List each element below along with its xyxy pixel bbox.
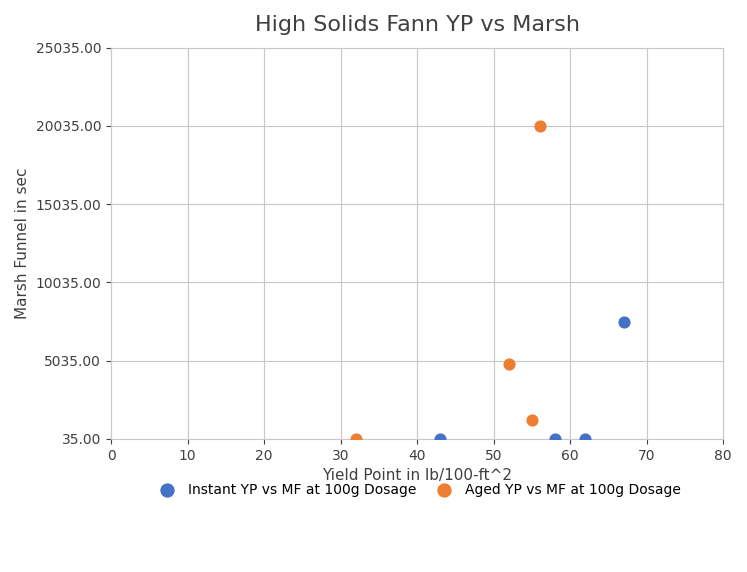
Instant YP vs MF at 100g Dosage [434, 434, 446, 443]
Aged YP vs MF at 100g Dosage [533, 121, 545, 130]
Y-axis label: Marsh Funnel in sec: Marsh Funnel in sec [15, 168, 30, 319]
Aged YP vs MF at 100g Dosage [503, 359, 515, 368]
Instant YP vs MF at 100g Dosage [580, 434, 592, 443]
Title: High Solids Fann YP vs Marsh: High Solids Fann YP vs Marsh [255, 15, 580, 35]
Legend: Instant YP vs MF at 100g Dosage, Aged YP vs MF at 100g Dosage: Instant YP vs MF at 100g Dosage, Aged YP… [148, 477, 686, 502]
Aged YP vs MF at 100g Dosage [350, 434, 362, 443]
Instant YP vs MF at 100g Dosage [549, 434, 561, 443]
Aged YP vs MF at 100g Dosage [526, 415, 538, 424]
X-axis label: Yield Point in lb/100-ft^2: Yield Point in lb/100-ft^2 [322, 468, 512, 483]
Instant YP vs MF at 100g Dosage [618, 317, 630, 326]
